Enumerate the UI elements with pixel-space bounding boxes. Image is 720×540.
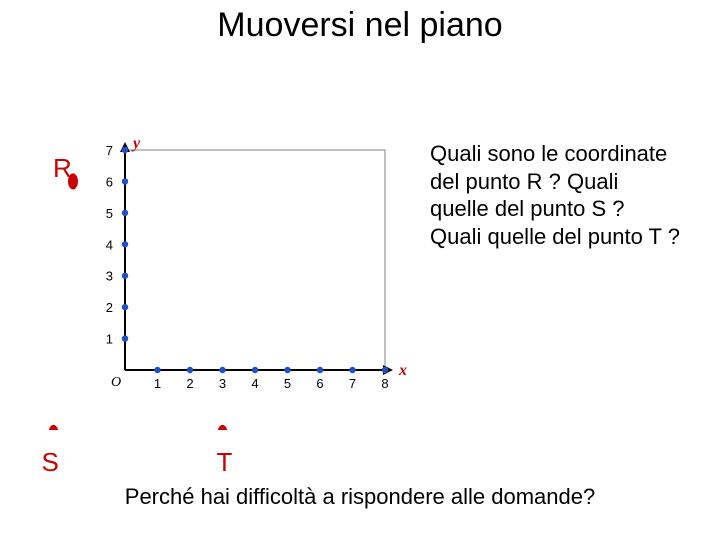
svg-text:5: 5 — [284, 376, 291, 391]
svg-text:4: 4 — [106, 237, 113, 252]
svg-text:2: 2 — [186, 376, 193, 391]
svg-text:y: y — [131, 135, 141, 152]
svg-text:7: 7 — [349, 376, 356, 391]
svg-text:4: 4 — [251, 376, 258, 391]
svg-text:7: 7 — [106, 143, 113, 158]
svg-text:3: 3 — [106, 269, 113, 284]
page-title: Muoversi nel piano — [0, 6, 720, 45]
point-label-S: S — [42, 447, 59, 478]
svg-text:x: x — [398, 362, 407, 379]
svg-text:2: 2 — [106, 300, 113, 315]
svg-text:1: 1 — [154, 376, 161, 391]
bottom-question: Perché hai difficoltà a rispondere alle … — [0, 484, 720, 510]
svg-text:6: 6 — [316, 376, 323, 391]
point-label-T: T — [217, 447, 233, 478]
chart-svg: x y O 1 2 3 4 5 6 7 8 1 2 3 4 5 6 7 — [30, 130, 425, 430]
svg-text:3: 3 — [219, 376, 226, 391]
slide: Muoversi nel piano xyO123456781234567 R … — [0, 0, 720, 540]
svg-text:8: 8 — [381, 376, 388, 391]
svg-text:6: 6 — [106, 174, 113, 189]
svg-text:O: O — [111, 375, 121, 390]
coordinate-chart: x y O 1 2 3 4 5 6 7 8 1 2 3 4 5 6 7 — [30, 130, 425, 430]
svg-text:1: 1 — [106, 332, 113, 347]
svg-text:5: 5 — [106, 206, 113, 221]
point-label-R: R — [53, 153, 72, 184]
question-text: Quali sono le coordinate del punto R ? Q… — [430, 140, 680, 250]
